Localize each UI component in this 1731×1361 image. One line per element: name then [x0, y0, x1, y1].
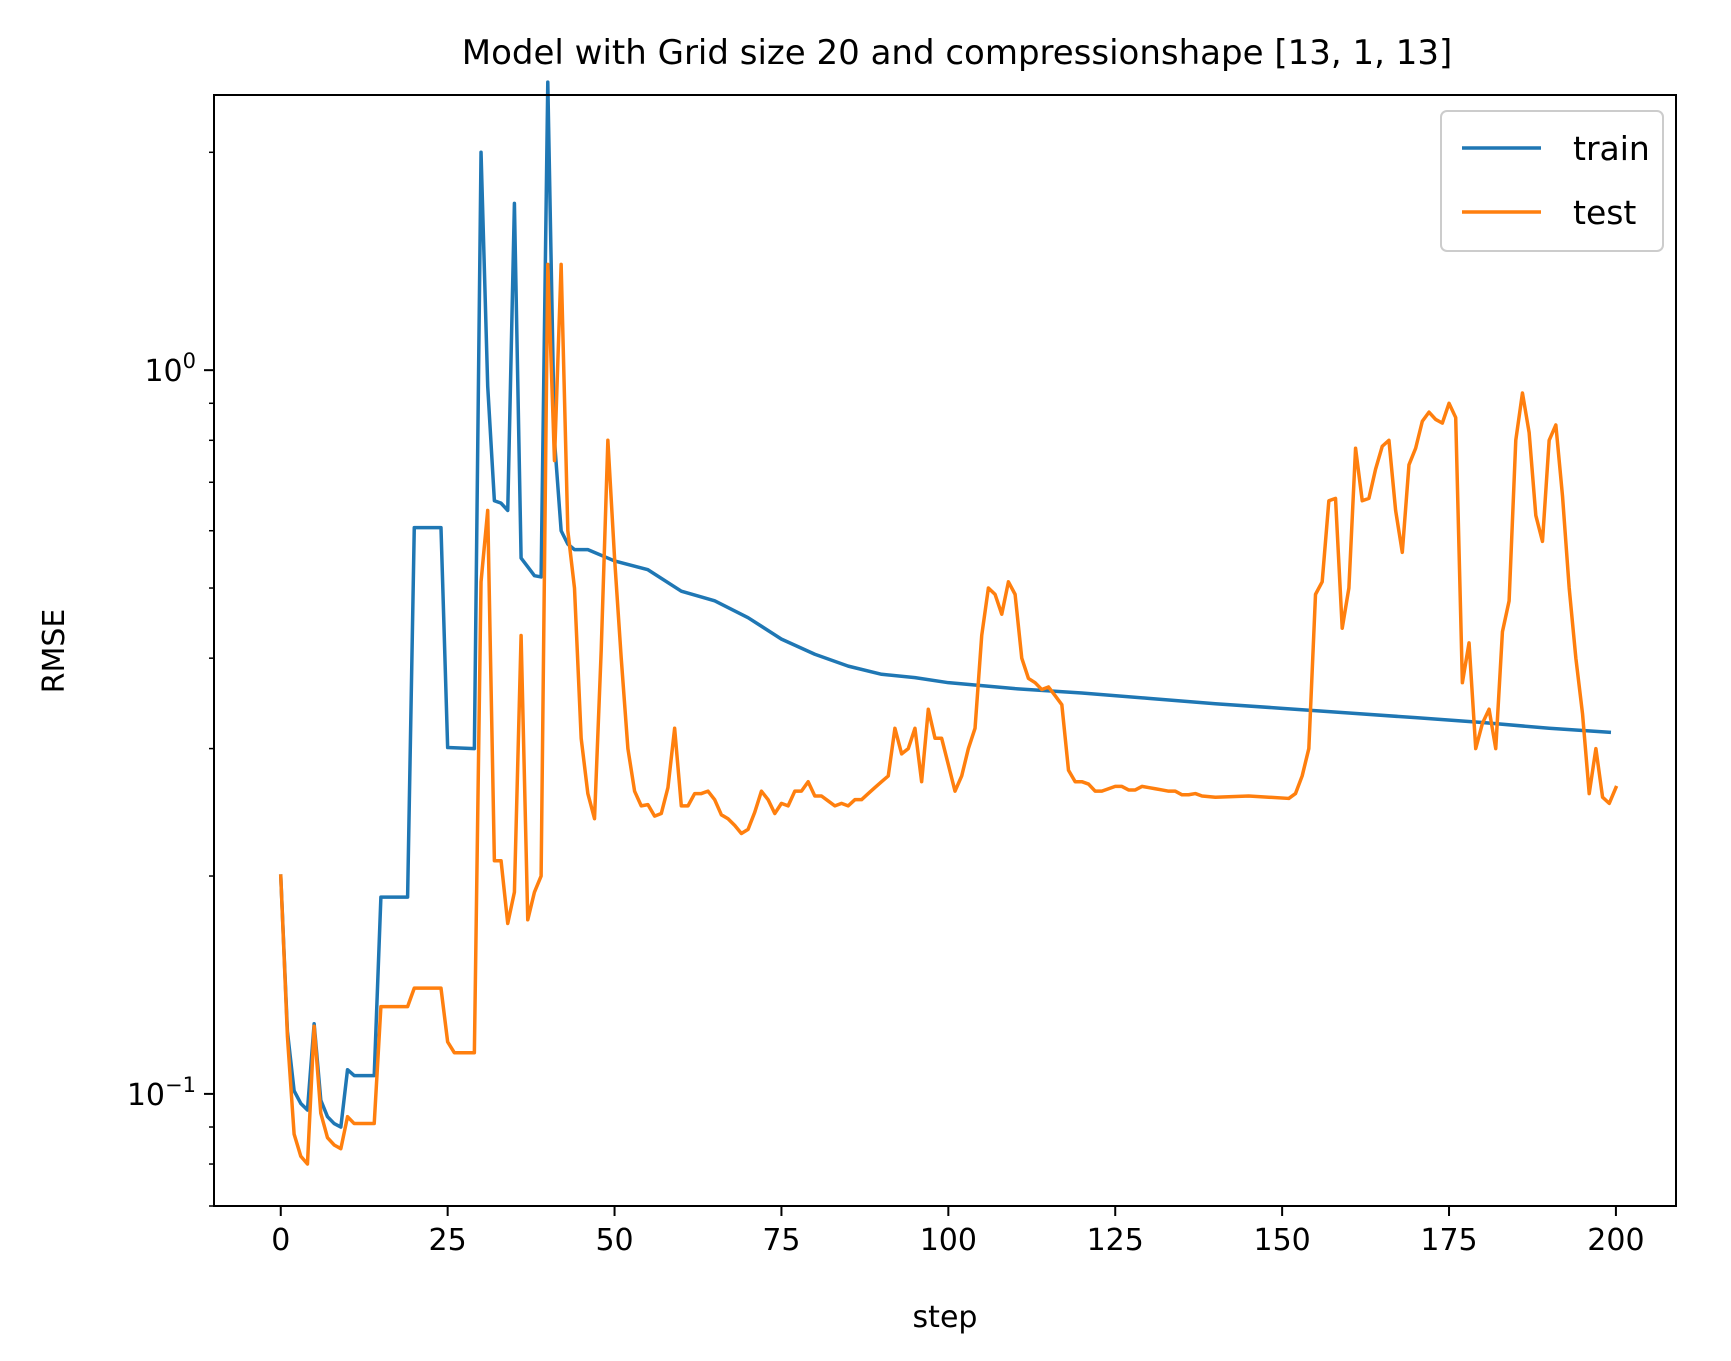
series-line-train	[278, 80, 1612, 1129]
y-axis: 10−1 100	[127, 151, 214, 1207]
x-axis: 0 25 50 75 100 125 150 175 200	[271, 1206, 1645, 1258]
x-tick-label: 25	[429, 1223, 467, 1258]
legend: train test	[1440, 110, 1664, 252]
x-tick-label: 125	[1087, 1223, 1144, 1258]
x-tick-label: 75	[762, 1223, 800, 1258]
x-tick-label: 0	[271, 1223, 290, 1258]
x-tick-label: 100	[920, 1223, 977, 1258]
x-tick-label: 175	[1420, 1223, 1477, 1258]
plot-frame	[213, 94, 1677, 1207]
legend-label-test: test	[1573, 193, 1636, 232]
series-layer	[278, 80, 1619, 1166]
y-tick-label: 10−1	[127, 1073, 196, 1113]
x-tick-label: 150	[1253, 1223, 1310, 1258]
plot-area	[214, 95, 1676, 1206]
y-tick-label: 100	[144, 349, 196, 389]
series-line-test	[278, 262, 1619, 1166]
legend-box	[1440, 110, 1664, 252]
chart-title: Model with Grid size 20 and compressions…	[462, 33, 1452, 73]
legend-label-train: train	[1573, 129, 1650, 168]
x-tick-label: 200	[1587, 1223, 1644, 1258]
y-axis-label: RMSE	[37, 609, 72, 694]
x-tick-label: 50	[595, 1223, 633, 1258]
x-axis-label: step	[913, 1300, 978, 1335]
